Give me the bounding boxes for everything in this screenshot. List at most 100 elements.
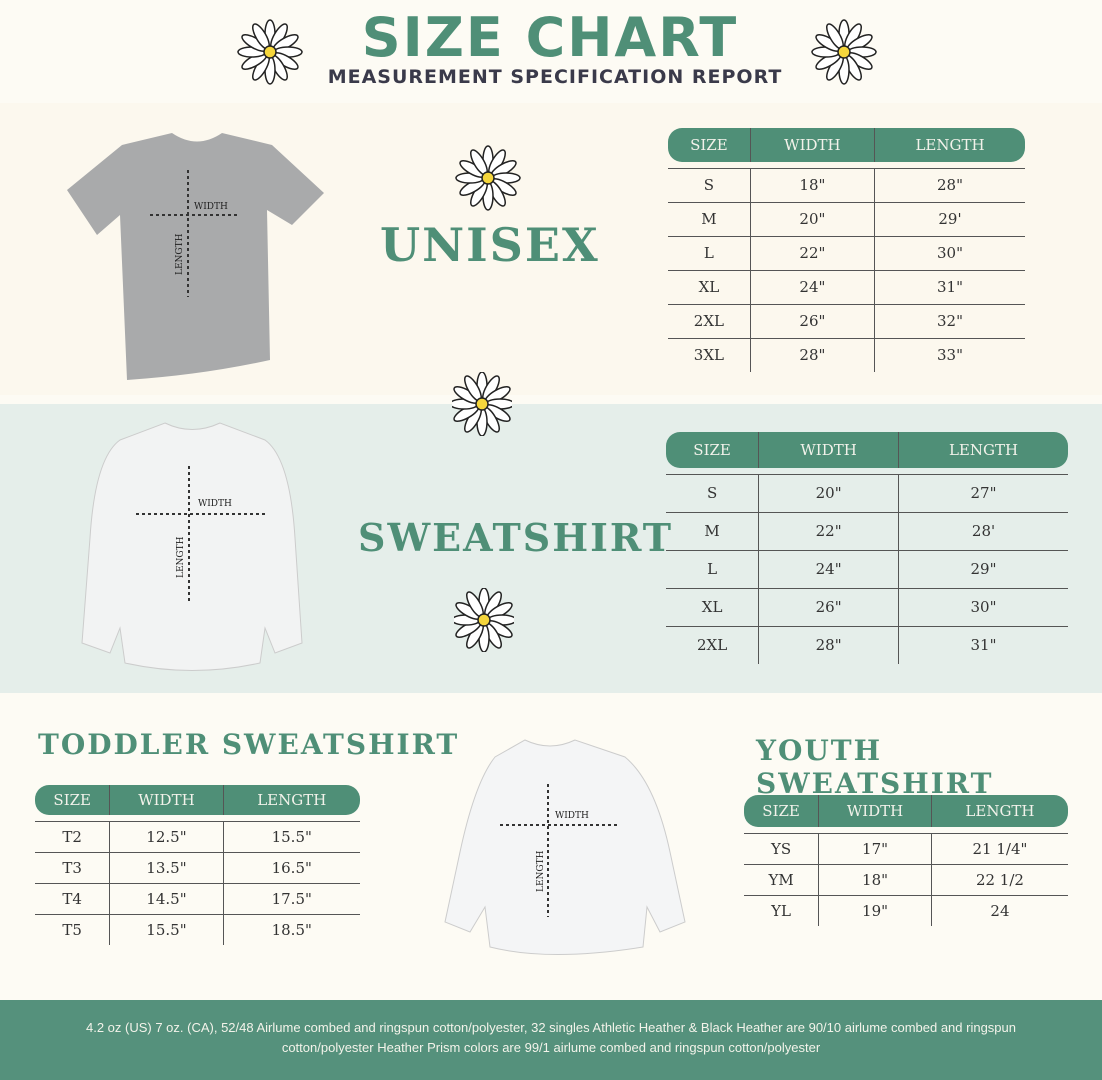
size-cell: 3XL — [668, 337, 751, 372]
width-cell: 15.5" — [109, 913, 223, 945]
sweatshirt-title: SWEATSHIRT — [358, 515, 674, 560]
length-cell: 21 1/4" — [930, 832, 1068, 864]
page-title: SIZE CHART — [361, 6, 739, 69]
col-size: SIZE — [668, 128, 751, 162]
width-cell: 28" — [758, 625, 899, 664]
size-cell: T5 — [35, 913, 110, 945]
length-cell: 17.5" — [222, 882, 360, 914]
tshirt-image: WIDTH LENGTH — [67, 133, 324, 380]
daisy-icon — [454, 588, 514, 652]
table-row: YL 19" 24 — [744, 894, 1068, 926]
col-width: WIDTH — [818, 795, 932, 827]
col-size: SIZE — [35, 785, 110, 815]
size-cell: XL — [668, 269, 751, 304]
col-length: LENGTH — [222, 785, 360, 815]
width-cell: 26" — [758, 587, 899, 626]
sweatshirt-image: WIDTH LENGTH — [81, 422, 303, 671]
youth-title: YOUTH SWEATSHIRT — [756, 734, 994, 800]
width-cell: 20" — [749, 201, 875, 236]
col-width: WIDTH — [758, 432, 899, 468]
table-row: L 24" 29" — [666, 549, 1068, 588]
length-cell: 28" — [874, 167, 1025, 202]
col-width: WIDTH — [109, 785, 223, 815]
youth-sweatshirt-image: WIDTH LENGTH — [444, 739, 686, 955]
table-row: XL 26" 30" — [666, 587, 1068, 626]
daisy-icon — [452, 372, 512, 436]
table-row: M 22" 28' — [666, 511, 1068, 550]
width-cell: 14.5" — [109, 882, 223, 914]
size-cell: L — [666, 549, 759, 588]
daisy-icon — [237, 19, 303, 85]
length-cell: 31" — [874, 269, 1025, 304]
page-subtitle: MEASUREMENT SPECIFICATION REPORT — [327, 66, 783, 88]
col-size: SIZE — [744, 795, 819, 827]
table-row: 3XL 28" 33" — [668, 337, 1025, 372]
width-label: WIDTH — [198, 499, 232, 509]
col-length: LENGTH — [930, 795, 1068, 827]
table-row: T2 12.5" 15.5" — [35, 820, 360, 852]
table-row: YM 18" 22 1/2 — [744, 863, 1068, 895]
table-row: 2XL 28" 31" — [666, 625, 1068, 664]
table-row: T5 15.5" 18.5" — [35, 913, 360, 945]
table-row: L 22" 30" — [668, 235, 1025, 270]
size-cell: YS — [744, 832, 819, 864]
sweatshirt-size-table: SIZE WIDTH LENGTH S 20" 27" M 22" 28' L 24" 29" XL 2… — [666, 432, 1068, 664]
unisex-size-table: SIZE WIDTH LENGTH S 18" 28" M 20" 29' L 22" 30" XL 2… — [668, 128, 1025, 372]
width-cell: 22" — [758, 511, 899, 550]
length-cell: 32" — [874, 303, 1025, 338]
width-cell: 28" — [749, 337, 875, 372]
youth-size-table: SIZE WIDTH LENGTH YS 17" 21 1/4" YM 18" 22 1/2 Y… — [744, 795, 1068, 926]
size-cell: S — [666, 473, 759, 512]
table-row: YS 17" 21 1/4" — [744, 832, 1068, 864]
table-row: T4 14.5" 17.5" — [35, 882, 360, 914]
width-cell: 13.5" — [109, 851, 223, 883]
length-cell: 16.5" — [222, 851, 360, 883]
width-cell: 20" — [758, 473, 899, 512]
size-cell: S — [668, 167, 751, 202]
table-row: S 18" 28" — [668, 167, 1025, 202]
daisy-icon — [455, 145, 521, 211]
width-cell: 19" — [818, 894, 932, 926]
length-cell: 30" — [898, 587, 1068, 626]
col-length: LENGTH — [874, 128, 1025, 162]
fabric-info-footer: 4.2 oz (US) 7 oz. (CA), 52/48 Airlume co… — [0, 1000, 1102, 1080]
width-cell: 22" — [749, 235, 875, 270]
table-row: XL 24" 31" — [668, 269, 1025, 304]
length-cell: 30" — [874, 235, 1025, 270]
length-cell: 15.5" — [222, 820, 360, 852]
table-row: 2XL 26" 32" — [668, 303, 1025, 338]
width-label: WIDTH — [555, 811, 589, 821]
size-cell: YM — [744, 863, 819, 895]
width-cell: 26" — [749, 303, 875, 338]
length-cell: 22 1/2 — [930, 863, 1068, 895]
length-cell: 29" — [898, 549, 1068, 588]
length-cell: 18.5" — [222, 913, 360, 945]
size-cell: YL — [744, 894, 819, 926]
size-cell: T3 — [35, 851, 110, 883]
table-row: T3 13.5" 16.5" — [35, 851, 360, 883]
width-cell: 17" — [818, 832, 932, 864]
width-cell: 12.5" — [109, 820, 223, 852]
fabric-info-text: 4.2 oz (US) 7 oz. (CA), 52/48 Airlume co… — [85, 1020, 1016, 1055]
size-cell: 2XL — [668, 303, 751, 338]
daisy-icon — [811, 19, 877, 85]
length-cell: 33" — [874, 337, 1025, 372]
length-label: LENGTH — [536, 850, 546, 892]
size-cell: XL — [666, 587, 759, 626]
size-cell: 2XL — [666, 625, 759, 664]
size-cell: L — [668, 235, 751, 270]
length-cell: 29' — [874, 201, 1025, 236]
width-label: WIDTH — [194, 202, 228, 212]
length-label: LENGTH — [175, 233, 185, 275]
width-cell: 24" — [758, 549, 899, 588]
length-cell: 31" — [898, 625, 1068, 664]
col-size: SIZE — [666, 432, 759, 468]
toddler-size-table: SIZE WIDTH LENGTH T2 12.5" 15.5" T3 13.5" 16.5"… — [35, 785, 360, 945]
col-length: LENGTH — [898, 432, 1068, 468]
length-cell: 28' — [898, 511, 1068, 550]
length-cell: 24 — [930, 894, 1068, 926]
width-cell: 24" — [749, 269, 875, 304]
unisex-title: UNISEX — [380, 218, 600, 272]
size-cell: M — [666, 511, 759, 550]
col-width: WIDTH — [749, 128, 875, 162]
